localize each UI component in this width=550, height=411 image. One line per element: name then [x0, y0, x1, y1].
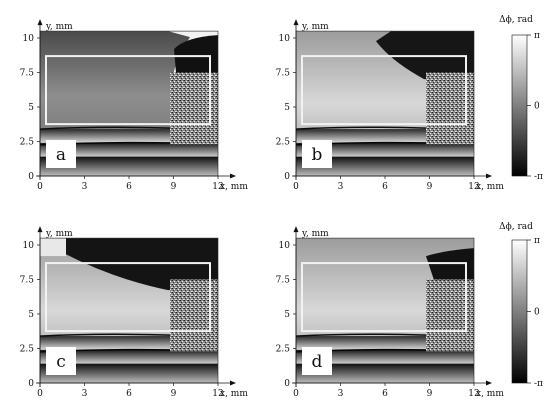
panel-a: y, mm x, mm 0 3 6 9 12 0 2.5 5 7.5 10 a	[20, 19, 248, 192]
panel-letter: d	[312, 352, 323, 372]
x-tick-label: 0	[37, 389, 43, 399]
x-axis-arrow-icon	[230, 173, 236, 179]
colorbar-tick-label: 0	[534, 308, 540, 318]
y-tick-label: 5	[284, 103, 290, 113]
colorbar-gradient	[511, 34, 528, 177]
y-tick-label: 0	[28, 172, 34, 182]
colorbar-tick-label: π	[534, 236, 540, 246]
y-tick-label: 7.5	[276, 69, 291, 79]
x-tick-label: 12	[212, 389, 223, 399]
y-tick-label: 7.5	[20, 69, 35, 79]
x-axis-arrow-icon	[230, 380, 236, 386]
y-axis-arrow-icon	[37, 226, 43, 233]
y-tick-label: 5	[28, 310, 34, 320]
y-tick-label: 7.5	[276, 276, 291, 286]
panel-letter-box	[46, 347, 76, 375]
x-tick-label: 9	[171, 182, 177, 192]
panel-letter: a	[56, 145, 66, 165]
y-tick-label: 10	[23, 34, 35, 44]
x-tick-label: 9	[427, 389, 433, 399]
panel-d: y, mm x, mm 0 3 6 9 12 0 2.5 5 7.5 10 d	[276, 226, 504, 399]
x-tick-label: 0	[293, 182, 299, 192]
roi-box	[45, 55, 211, 126]
y-axis-arrow-icon	[37, 19, 43, 26]
y-tick-label: 2.5	[20, 138, 35, 148]
x-tick-label: 3	[338, 389, 344, 399]
colorbar-tick-label: -π	[534, 172, 543, 182]
y-tick-label: 0	[28, 379, 34, 389]
y-tick-label: 0	[284, 172, 290, 182]
colorbar-tick-label: π	[534, 31, 540, 41]
x-tick-label: 0	[293, 389, 299, 399]
x-axis-label: x, mm	[476, 182, 504, 192]
x-tick-label: 3	[82, 182, 88, 192]
x-axis-label: x, mm	[220, 389, 248, 399]
panel-c: y, mm x, mm 0 3 6 9 12 0 2.5 5 7.5 10 c	[20, 226, 248, 399]
x-axis-arrow-icon	[486, 173, 492, 179]
y-axis-arrow-icon	[293, 226, 299, 233]
y-tick-label: 0	[284, 379, 290, 389]
y-tick-label: 5	[28, 103, 34, 113]
x-tick-label: 12	[468, 182, 479, 192]
panel-letter: c	[56, 352, 66, 372]
x-axis-label: x, mm	[220, 182, 248, 192]
y-axis-label: y, mm	[45, 22, 73, 32]
y-tick-label: 2.5	[276, 138, 291, 148]
y-axis-label: y, mm	[45, 229, 73, 239]
x-tick-label: 6	[382, 182, 388, 192]
y-tick-label: 5	[284, 310, 290, 320]
colorbar-tick-label: 0	[534, 102, 540, 112]
roi-box	[45, 262, 211, 333]
x-tick-label: 9	[427, 182, 433, 192]
x-tick-label: 3	[338, 182, 344, 192]
y-tick-label: 10	[23, 241, 35, 251]
panel-letter-box	[46, 140, 76, 168]
colorbar-tick-label: -π	[534, 379, 543, 389]
panel-letter-box	[302, 140, 332, 168]
y-tick-label: 10	[279, 241, 291, 251]
x-tick-label: 6	[126, 182, 132, 192]
x-tick-label: 9	[171, 389, 177, 399]
panel-letter: b	[312, 145, 323, 165]
y-axis-label: y, mm	[301, 229, 329, 239]
x-tick-label: 6	[382, 389, 388, 399]
panel-b: y, mm x, mm 0 3 6 9 12 0 2.5 5 7.5 10 b	[276, 19, 504, 192]
y-tick-label: 10	[279, 34, 291, 44]
colorbar-label: Δϕ, rad	[499, 15, 533, 25]
x-axis-label: x, mm	[476, 389, 504, 399]
y-tick-label: 7.5	[20, 276, 35, 286]
y-tick-label: 2.5	[20, 345, 35, 355]
y-tick-label: 2.5	[276, 345, 291, 355]
x-tick-label: 0	[37, 182, 43, 192]
colorbar-label: Δϕ, rad	[499, 222, 533, 232]
roi-box	[301, 55, 467, 126]
y-axis-label: y, mm	[301, 22, 329, 32]
x-tick-label: 6	[126, 389, 132, 399]
x-tick-label: 12	[468, 389, 479, 399]
x-axis-arrow-icon	[486, 380, 492, 386]
y-axis-arrow-icon	[293, 19, 299, 26]
colorbar-gradient	[511, 239, 528, 384]
panel-letter-box	[302, 347, 332, 375]
x-tick-label: 12	[212, 182, 223, 192]
x-tick-label: 3	[82, 389, 88, 399]
roi-box	[301, 262, 467, 333]
